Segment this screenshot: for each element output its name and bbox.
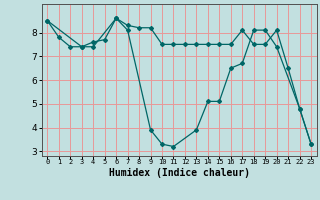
X-axis label: Humidex (Indice chaleur): Humidex (Indice chaleur): [109, 168, 250, 178]
